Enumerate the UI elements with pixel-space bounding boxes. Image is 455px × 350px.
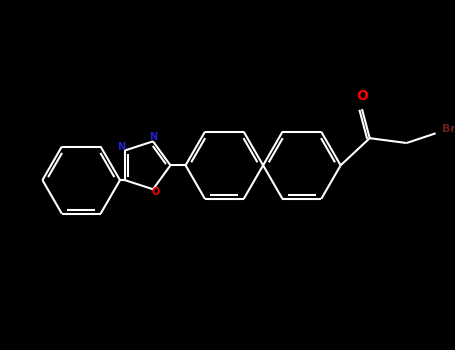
Text: O: O	[152, 187, 160, 197]
Text: Br: Br	[442, 125, 455, 134]
Text: O: O	[356, 89, 368, 103]
Text: N: N	[149, 132, 157, 142]
Text: N: N	[117, 142, 125, 152]
